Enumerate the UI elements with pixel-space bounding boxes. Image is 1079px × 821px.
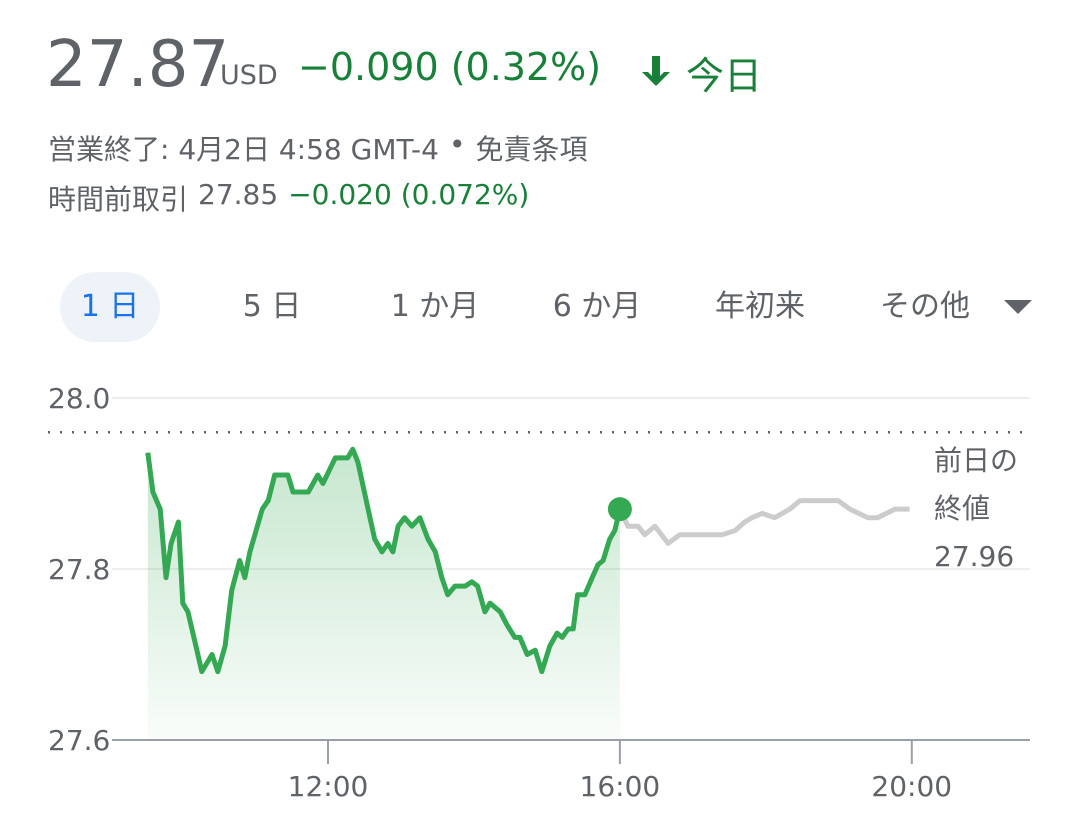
price: 27.87 — [46, 28, 230, 102]
premarket-label: 時間前取引 — [48, 183, 189, 216]
area — [147, 449, 620, 740]
separator: • — [448, 128, 466, 161]
premarket-line: 時間前取引 27.85 −0.020 (0.072%) — [48, 178, 529, 218]
y-tick-label: 27.6 — [48, 724, 110, 757]
previous-close-label: 前日の — [934, 444, 1018, 477]
down-arrow-icon — [642, 56, 670, 86]
period: 今日 — [686, 54, 763, 98]
premarket-price: 27.85 — [198, 178, 279, 211]
currency: USD — [220, 60, 278, 91]
premarket-change: −0.020 (0.072%) — [288, 178, 530, 211]
y-tick-label: 27.8 — [48, 553, 110, 586]
range-tab[interactable]: 1 か月 — [390, 289, 480, 324]
line — [617, 498, 910, 546]
disclaimer-link[interactable]: 免責条項 — [475, 133, 588, 166]
line — [145, 446, 623, 675]
change: −0.090 (0.32%) — [298, 45, 602, 89]
range-tab[interactable]: 1 日 — [60, 272, 160, 342]
x-tick-label: 12:00 — [288, 770, 369, 803]
previous-close-label: 終値 — [934, 492, 990, 525]
last-point — [607, 497, 632, 522]
x-tick-label: 16:00 — [580, 770, 661, 803]
y-tick-label: 28.0 — [48, 382, 110, 415]
x-tick-label: 20:00 — [871, 770, 952, 803]
range-tab[interactable]: その他 — [880, 289, 970, 324]
range-tab[interactable]: 5 日 — [242, 289, 302, 324]
dropdown-arrow[interactable] — [1004, 300, 1032, 314]
range-tab[interactable]: 6 か月 — [552, 289, 642, 324]
previous-close-value: 27.96 — [934, 540, 1014, 573]
status: 営業終了: 4月2日 4:58 GMT-4 — [48, 133, 439, 166]
range-tab[interactable]: 年初来 — [715, 289, 805, 324]
status-line: 営業終了: 4月2日 4:58 GMT-4 • 免責条項 — [48, 128, 587, 168]
